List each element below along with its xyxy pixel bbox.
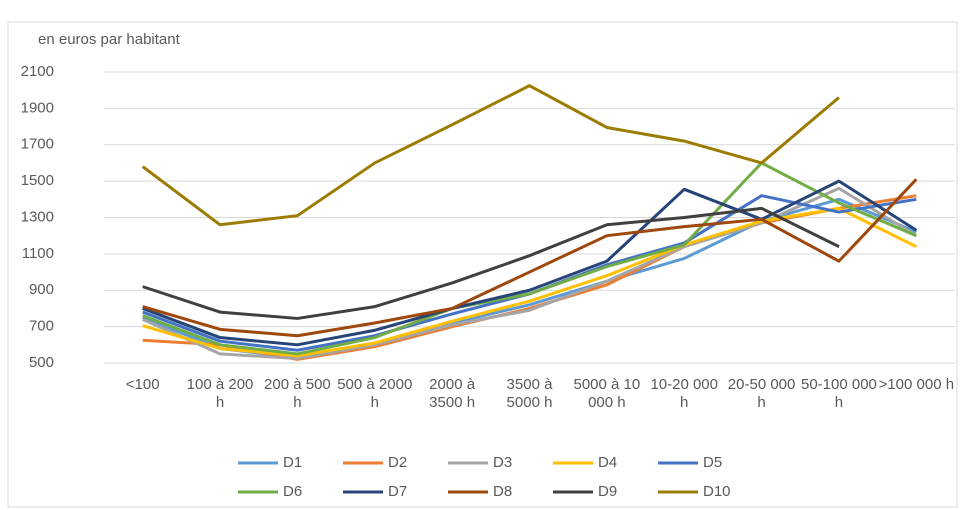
- y-tick-label: 1700: [21, 136, 54, 153]
- series-line: [142, 178, 918, 338]
- x-tick-label: 2000 à 3500 h: [429, 376, 476, 411]
- chart-frame: [7, 21, 958, 508]
- y-tick-label: 1900: [21, 99, 54, 116]
- legend-label: D5: [703, 454, 722, 471]
- series-line: [142, 179, 918, 347]
- y-axis-label: en euros par habitant: [38, 31, 181, 48]
- x-tick-label: 50-100 000 h: [801, 376, 877, 411]
- x-tick-label: 500 à 2000 h: [337, 376, 413, 411]
- x-tick-label: 100 à 200 h: [186, 376, 254, 411]
- x-tick-label: <100: [125, 376, 160, 393]
- legend-label: D1: [283, 454, 302, 471]
- x-tick-label: 200 à 500 h: [264, 376, 331, 411]
- x-tick-label: 20-50 000 h: [727, 376, 796, 411]
- y-tick-label: 2100: [21, 63, 54, 80]
- x-tick-label: 10-20 000 h: [650, 376, 718, 411]
- legend-label: D9: [598, 483, 617, 500]
- y-tick-label: 500: [29, 354, 54, 371]
- series-line: [142, 206, 917, 358]
- legend-label: D3: [493, 454, 512, 471]
- series-line: [142, 206, 840, 320]
- legend-label: D6: [283, 483, 302, 500]
- x-tick-label: 3500 à 5000 h: [506, 376, 553, 411]
- series-line: [142, 186, 918, 360]
- legend-label: D10: [703, 483, 731, 500]
- x-tick-label: 5000 à 10 000 h: [573, 376, 641, 411]
- legend-label: D7: [388, 483, 407, 500]
- y-tick-label: 1100: [22, 245, 54, 262]
- y-tick-label: 700: [29, 318, 54, 335]
- series-line: [141, 84, 840, 227]
- series-line: [142, 161, 917, 356]
- legend-label: D2: [388, 454, 407, 471]
- legend-label: D8: [493, 483, 512, 500]
- x-tick-label: >100 000 h: [878, 376, 955, 393]
- y-tick-label: 900: [29, 281, 54, 298]
- y-tick-label: 1300: [21, 208, 54, 225]
- legend-label: D4: [598, 454, 617, 471]
- y-tick-label: 1500: [21, 172, 54, 189]
